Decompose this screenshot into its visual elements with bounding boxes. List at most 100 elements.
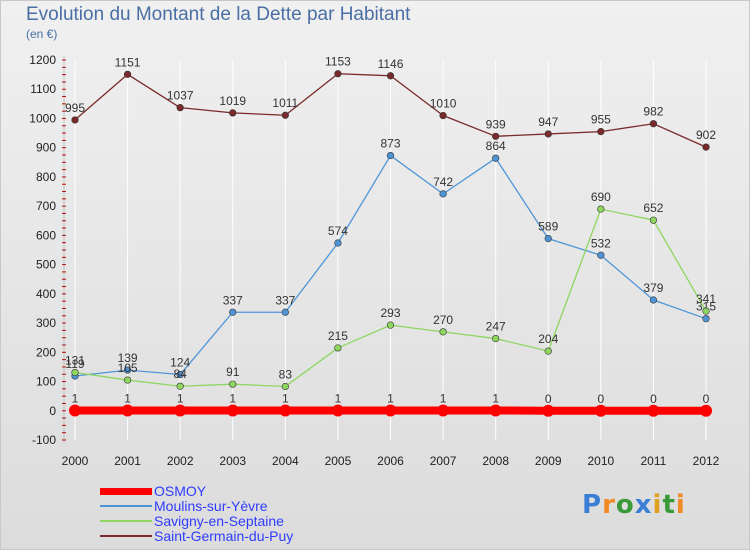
data-label: 0 bbox=[597, 392, 604, 406]
data-label: 105 bbox=[118, 361, 138, 375]
y-tick-label: -100 bbox=[32, 433, 56, 447]
x-tick-label: 2002 bbox=[167, 454, 194, 468]
y-tick-label: 700 bbox=[36, 199, 56, 213]
data-point bbox=[384, 404, 397, 417]
data-point bbox=[439, 328, 447, 336]
data-point bbox=[176, 370, 184, 379]
legend-item: Moulins-sur-Yèvre bbox=[100, 498, 268, 514]
data-label: 337 bbox=[275, 293, 295, 307]
y-tick-label: 0 bbox=[49, 404, 56, 418]
data-point bbox=[649, 296, 658, 304]
data-label: 379 bbox=[643, 281, 663, 295]
x-tick-label: 2004 bbox=[272, 454, 299, 468]
x-tick-label: 2011 bbox=[641, 454, 667, 468]
y-tick-label: 900 bbox=[36, 141, 56, 155]
data-label: 1010 bbox=[430, 97, 457, 111]
legend-label: OSMOY bbox=[154, 483, 207, 499]
data-label: 652 bbox=[643, 201, 663, 215]
legend-swatch bbox=[100, 505, 152, 507]
x-tick-label: 2000 bbox=[62, 454, 89, 468]
data-point bbox=[439, 111, 447, 120]
y-tick-label: 1000 bbox=[29, 111, 56, 125]
data-label: 1146 bbox=[378, 57, 404, 71]
data-point bbox=[334, 239, 342, 247]
data-point bbox=[123, 70, 132, 78]
data-point bbox=[492, 132, 500, 140]
data-label: 1151 bbox=[115, 55, 141, 69]
data-point bbox=[492, 154, 500, 162]
data-label: 589 bbox=[538, 220, 558, 234]
y-tick-label: 100 bbox=[36, 375, 56, 389]
data-label: 0 bbox=[703, 392, 710, 406]
y-tick-label: 1100 bbox=[30, 82, 56, 96]
data-label: 995 bbox=[65, 101, 85, 115]
data-label: 1 bbox=[177, 391, 184, 405]
data-label: 131 bbox=[65, 353, 85, 367]
legend-item: Savigny-en-Septaine bbox=[100, 513, 284, 529]
data-label: 124 bbox=[170, 356, 190, 370]
data-label: 1 bbox=[124, 391, 131, 405]
x-tick-label: 2001 bbox=[114, 454, 141, 468]
legend-item: OSMOY bbox=[100, 483, 207, 499]
data-label: 247 bbox=[486, 320, 506, 334]
data-label: 532 bbox=[591, 236, 611, 250]
data-point bbox=[176, 104, 184, 112]
data-point bbox=[492, 334, 500, 343]
data-label: 337 bbox=[223, 293, 243, 307]
legend-label: Savigny-en-Septaine bbox=[154, 513, 284, 529]
data-point bbox=[386, 321, 395, 329]
x-tick-label: 2008 bbox=[482, 454, 509, 468]
legend-label: Saint-Germain-du-Puy bbox=[154, 528, 294, 544]
data-point bbox=[281, 111, 289, 119]
data-point bbox=[334, 344, 342, 352]
data-point bbox=[386, 72, 395, 80]
data-label: 1 bbox=[229, 391, 236, 405]
x-tick-label: 2007 bbox=[430, 454, 457, 468]
y-tick-label: 600 bbox=[36, 228, 56, 242]
data-point bbox=[386, 151, 395, 160]
legend-swatch bbox=[100, 520, 152, 522]
data-label: 1153 bbox=[325, 55, 351, 69]
x-tick-label: 2012 bbox=[693, 454, 720, 468]
data-label: 690 bbox=[591, 190, 611, 204]
data-point bbox=[597, 128, 605, 136]
data-point bbox=[700, 404, 712, 417]
data-label: 1 bbox=[492, 391, 499, 405]
data-point bbox=[334, 70, 342, 78]
data-label: 204 bbox=[538, 332, 558, 346]
legend-swatch bbox=[100, 535, 152, 537]
y-tick-label: 400 bbox=[36, 287, 56, 301]
data-label: 293 bbox=[380, 306, 400, 320]
data-point bbox=[71, 368, 79, 377]
x-tick-label: 2003 bbox=[219, 454, 246, 468]
x-tick-label: 2006 bbox=[377, 454, 404, 468]
proxiti-logo: Proxiti bbox=[582, 490, 686, 520]
data-label: 742 bbox=[433, 175, 453, 189]
data-point bbox=[439, 190, 447, 198]
data-point bbox=[702, 315, 710, 323]
y-tick-label: 800 bbox=[36, 170, 56, 184]
data-point bbox=[229, 109, 237, 117]
data-point bbox=[702, 307, 710, 315]
data-point bbox=[123, 376, 132, 384]
data-point bbox=[123, 366, 132, 374]
data-point bbox=[279, 404, 292, 417]
data-label: 119 bbox=[65, 357, 84, 371]
data-point bbox=[331, 404, 344, 417]
data-point bbox=[226, 404, 239, 417]
data-label: 873 bbox=[380, 137, 400, 151]
data-point bbox=[597, 205, 605, 213]
data-label: 1 bbox=[335, 391, 342, 405]
data-label: 955 bbox=[591, 113, 611, 127]
legend-swatch bbox=[100, 487, 152, 495]
data-point bbox=[71, 116, 79, 124]
data-point bbox=[544, 130, 552, 138]
data-point bbox=[649, 120, 658, 128]
data-point bbox=[229, 380, 237, 388]
data-point bbox=[594, 404, 607, 417]
data-point bbox=[544, 235, 552, 243]
data-point bbox=[176, 382, 184, 390]
legend-label: Moulins-sur-Yèvre bbox=[154, 498, 268, 514]
data-point bbox=[489, 404, 502, 417]
